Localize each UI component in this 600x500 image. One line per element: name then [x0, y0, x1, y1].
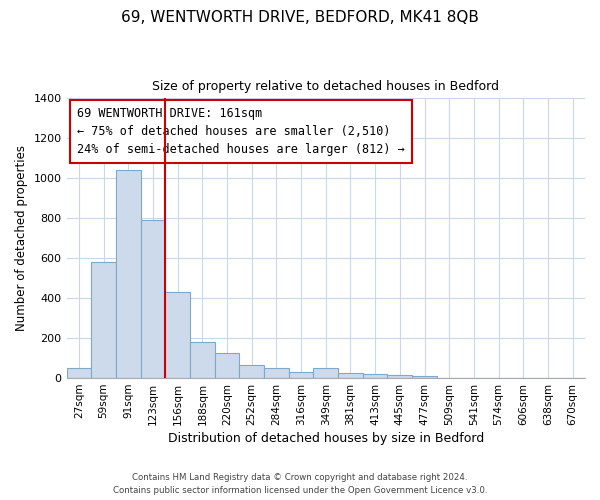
Bar — [239, 365, 264, 378]
Bar — [116, 170, 140, 378]
Bar — [264, 368, 289, 378]
Bar — [91, 262, 116, 378]
Title: Size of property relative to detached houses in Bedford: Size of property relative to detached ho… — [152, 80, 499, 93]
Y-axis label: Number of detached properties: Number of detached properties — [15, 145, 28, 331]
Bar — [388, 375, 412, 378]
Bar — [338, 373, 363, 378]
Bar — [289, 372, 313, 378]
Bar — [190, 342, 215, 378]
Text: 69, WENTWORTH DRIVE, BEDFORD, MK41 8QB: 69, WENTWORTH DRIVE, BEDFORD, MK41 8QB — [121, 10, 479, 25]
Bar — [412, 376, 437, 378]
Bar — [215, 353, 239, 378]
Bar — [363, 374, 388, 378]
X-axis label: Distribution of detached houses by size in Bedford: Distribution of detached houses by size … — [167, 432, 484, 445]
Bar — [165, 292, 190, 378]
Bar — [313, 368, 338, 378]
Bar — [140, 220, 165, 378]
Text: Contains HM Land Registry data © Crown copyright and database right 2024.
Contai: Contains HM Land Registry data © Crown c… — [113, 474, 487, 495]
Bar — [67, 368, 91, 378]
Text: 69 WENTWORTH DRIVE: 161sqm
← 75% of detached houses are smaller (2,510)
24% of s: 69 WENTWORTH DRIVE: 161sqm ← 75% of deta… — [77, 106, 404, 156]
